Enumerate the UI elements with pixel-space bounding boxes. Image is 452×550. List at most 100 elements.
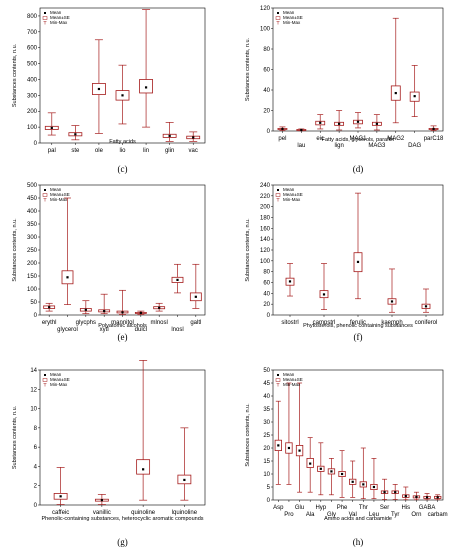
x-tick-label: Asp — [273, 505, 284, 511]
mean-marker — [322, 293, 326, 296]
y-tick-label: 200 — [260, 205, 271, 211]
x-tick-label: kaemph — [381, 320, 402, 326]
y-axis-title: Substances contents, n.u. — [12, 405, 18, 469]
chart-panel-5: 0 5 10 15 20 25 30 35 40 45 50 Substances contents,… — [245, 368, 448, 547]
y-tick-label: 160 — [260, 226, 271, 232]
mean-marker — [309, 462, 312, 465]
y-tick-label: 35 — [263, 407, 270, 413]
y-tick-label: 200 — [27, 109, 38, 115]
legend-mean-swatch — [44, 374, 46, 376]
y-tick-label: 0 — [34, 141, 38, 147]
y-axis-title: Substances contents, n.u. — [245, 218, 251, 282]
legend-mean-swatch — [277, 12, 279, 14]
mean-marker — [351, 480, 354, 483]
x-tick-label: coniferol — [415, 320, 438, 326]
y-tick-label: 50 — [263, 368, 270, 374]
x-tick-label: Ala — [306, 512, 315, 518]
y-tick-label: 220 — [260, 194, 271, 200]
legend-mean-swatch — [44, 189, 46, 191]
y-tick-label: 30 — [263, 420, 270, 426]
chart-panel-0: 0 100 200 300 400 500 600 700 800 Substances cont… — [12, 7, 206, 174]
x-tick-label: lquinoline — [172, 510, 198, 516]
legend-mean-label: Mean — [50, 10, 62, 15]
mean-marker — [415, 495, 418, 498]
y-tick-label: 80 — [263, 270, 270, 276]
mean-marker — [425, 496, 429, 499]
y-tick-label: 5 — [267, 485, 271, 491]
y-tick-label: 250 — [27, 248, 38, 254]
legend-se-label: Mean±SE — [283, 15, 303, 20]
legend-mean-label: Mean — [50, 372, 62, 377]
legend-minmax-label: Min-Max — [283, 382, 301, 387]
y-tick-label: 350 — [27, 222, 38, 228]
x-tick-label: GABA — [419, 505, 436, 511]
x-tick-label: glin — [165, 148, 174, 154]
y-tick-label: 45 — [263, 381, 270, 387]
x-tick-label: lign — [334, 143, 343, 149]
x-tick-label: parC18 — [424, 136, 444, 142]
y-tick-label: 4 — [34, 464, 38, 470]
mean-marker — [194, 295, 197, 298]
y-tick-label: 500 — [27, 183, 38, 189]
x-axis-title: Amino acids and carbamide — [324, 516, 392, 522]
mean-marker — [168, 134, 171, 137]
mean-marker — [394, 91, 397, 95]
mean-marker — [394, 491, 397, 494]
x-tick-label: carbam — [428, 512, 448, 518]
mean-marker — [176, 278, 179, 281]
mean-marker — [436, 496, 439, 499]
panel-label: (h) — [353, 537, 364, 547]
y-tick-label: 300 — [27, 235, 38, 241]
y-tick-label: 120 — [260, 248, 271, 254]
mean-marker — [74, 133, 77, 136]
panel-label: (c) — [118, 164, 128, 174]
mean-marker — [356, 260, 360, 264]
mean-marker — [413, 95, 416, 98]
mean-marker — [330, 470, 333, 473]
x-axis-title: Phytosterols, phenolic containing substa… — [303, 323, 413, 329]
legend-se-swatch — [42, 193, 48, 197]
mean-marker — [97, 87, 101, 91]
mean-marker — [432, 127, 435, 131]
x-tick-label: caffeic — [52, 510, 69, 516]
x-tick-label: Orn — [411, 512, 421, 518]
legend-minmax-label: Min-Max — [50, 20, 68, 25]
y-tick-label: 8 — [34, 426, 38, 432]
y-tick-label: 50 — [30, 300, 37, 306]
mean-marker — [142, 468, 145, 471]
y-tick-label: 2 — [34, 484, 38, 490]
y-tick-label: 0 — [34, 313, 38, 319]
y-axis-title: Substances contents, n.u. — [245, 37, 251, 101]
y-tick-label: 14 — [30, 368, 37, 374]
legend-se-swatch — [42, 16, 48, 20]
x-tick-label: DAG — [408, 143, 421, 149]
x-tick-label: sitostrl — [281, 320, 298, 326]
y-tick-label: 500 — [27, 62, 38, 68]
chart-panel-3: 0 20 40 60 80 100 120 140 160 180 200 220 240 Substan… — [245, 183, 444, 342]
mean-marker — [298, 449, 301, 452]
mean-marker — [356, 120, 360, 123]
legend-se-label: Mean±SE — [50, 192, 70, 197]
y-tick-label: 100 — [27, 287, 38, 293]
x-tick-label: vanillic — [93, 510, 111, 516]
x-tick-label: glycerol — [57, 327, 78, 333]
se-box — [136, 459, 151, 475]
y-tick-label: 100 — [260, 259, 271, 265]
legend-minmax-label: Min-Max — [283, 20, 301, 25]
mean-marker — [338, 122, 341, 125]
mean-marker — [319, 467, 322, 470]
x-tick-label: MAG2 — [387, 136, 405, 142]
legend-mean-swatch — [44, 12, 46, 14]
se-box — [139, 79, 153, 94]
y-tick-label: 40 — [263, 291, 270, 297]
mean-marker — [300, 128, 303, 132]
y-tick-label: 400 — [27, 209, 38, 215]
y-axis-title: Substances contents, n.u. — [245, 403, 251, 467]
mean-marker — [375, 122, 378, 125]
plot-frame — [39, 369, 206, 506]
y-tick-label: 100 — [260, 27, 271, 33]
x-tick-label: campstrl — [313, 320, 336, 326]
